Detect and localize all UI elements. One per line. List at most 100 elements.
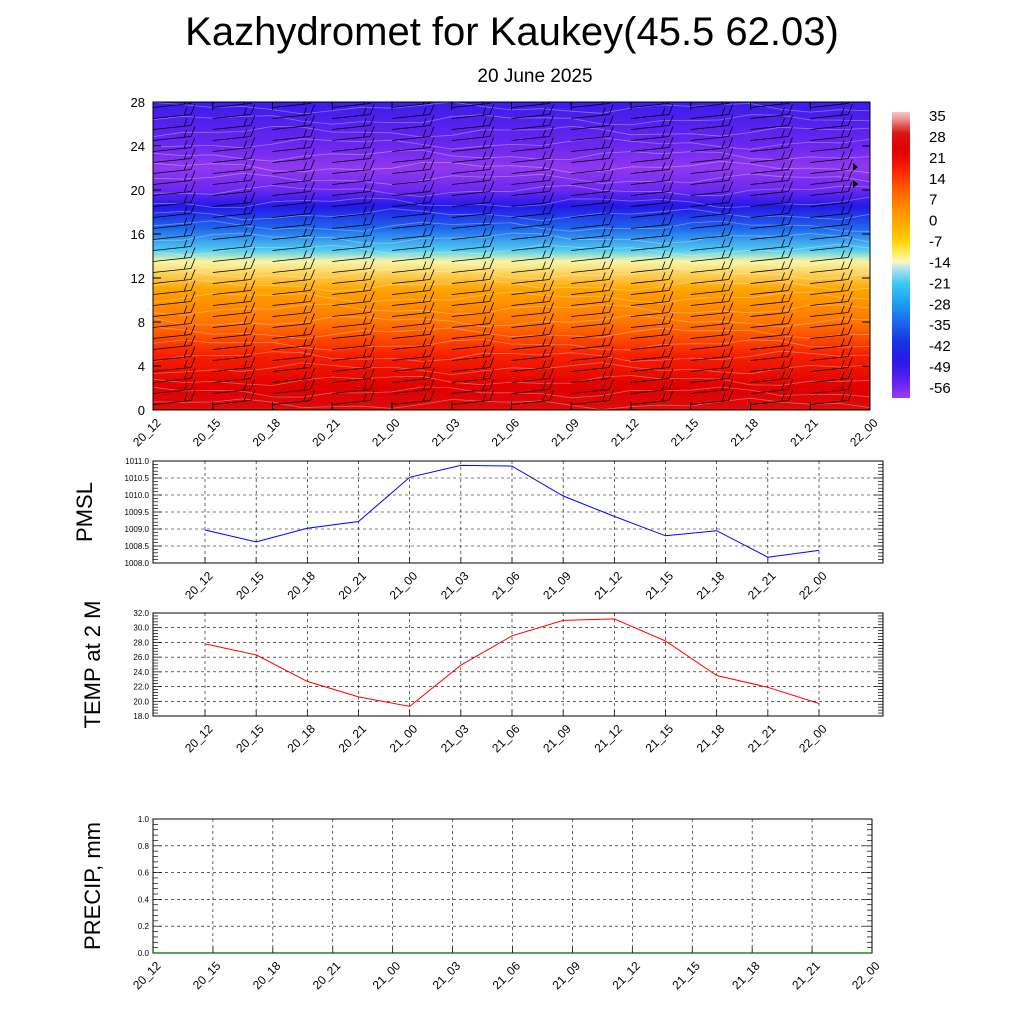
barb-feather [661, 195, 666, 204]
barb-feather [250, 280, 256, 291]
wind-barb [750, 126, 793, 141]
barb-feather [788, 379, 793, 390]
wind-barb [153, 126, 196, 141]
wind-barb [571, 170, 614, 185]
barb-shaft [690, 301, 729, 306]
barb-feather [847, 335, 853, 346]
barb-shaft [391, 136, 431, 141]
wind-barb [750, 192, 793, 207]
barb-feather [668, 170, 674, 181]
wind-barb [511, 181, 554, 196]
barb-feather [728, 258, 734, 269]
barb-feather [250, 203, 256, 214]
barb-feather [422, 151, 427, 160]
wind-barb [451, 313, 495, 328]
barb-feather [840, 294, 845, 303]
barb-feather [190, 313, 196, 324]
barb-feather [250, 335, 256, 346]
barb-feather [847, 313, 853, 324]
wind-barb [212, 280, 256, 295]
barb-feather [422, 327, 427, 336]
barb-feather [721, 102, 724, 105]
barb-shaft [332, 213, 371, 218]
wind-barb [212, 236, 256, 251]
wind-barb [212, 214, 256, 229]
barb-feather [668, 181, 674, 192]
barb-feather [668, 269, 674, 280]
heat-x-tick-label: 20_12 [130, 416, 164, 450]
barb-feather [601, 140, 606, 149]
barb-feather [303, 250, 307, 259]
barb-shaft [750, 213, 789, 218]
wind-barb [272, 368, 315, 383]
barb-feather [303, 338, 307, 347]
barb-feather [847, 148, 853, 159]
wind-barb [810, 137, 853, 152]
barb-shaft [690, 356, 729, 361]
barb-feather [303, 305, 307, 314]
x-tick-label: 21_00 [387, 569, 421, 603]
barb-feather [847, 302, 853, 313]
barb-shaft [690, 103, 729, 108]
barb-feather [243, 393, 248, 402]
barb-feather [601, 206, 606, 215]
barb-feather [429, 170, 435, 181]
barb-shaft [332, 378, 371, 383]
barb-feather [728, 181, 734, 192]
barb-feather [303, 294, 307, 303]
barb-feather [728, 335, 734, 346]
x-tick-label: 22_00 [796, 722, 830, 756]
wind-barb [571, 192, 614, 207]
wind-barb [750, 137, 793, 152]
barb-shaft [391, 180, 431, 185]
barb-feather [362, 228, 367, 237]
barb-feather [429, 313, 435, 324]
wind-barb [810, 102, 850, 108]
wind-barb [153, 236, 196, 251]
barb-feather [482, 294, 487, 303]
barb-feather [542, 184, 546, 193]
barb-shaft [332, 114, 371, 119]
barb-feather [422, 239, 427, 248]
wind-barb [451, 170, 495, 185]
heat-x-tick-label: 20_18 [250, 416, 284, 450]
barb-shaft [511, 213, 550, 218]
barb-feather [489, 258, 495, 269]
barb-shaft [332, 125, 371, 130]
y-tick-label: 0.6 [138, 869, 150, 878]
barb-shaft [332, 257, 371, 262]
wind-barb [391, 291, 435, 306]
barb-shaft [511, 125, 550, 130]
x-tick-label: 22_00 [796, 569, 830, 603]
barb-shaft [272, 202, 311, 207]
barb-feather [183, 272, 188, 281]
barb-shaft [212, 312, 251, 317]
barb-shaft [630, 235, 670, 240]
wind-barb [810, 159, 853, 174]
wind-barb [451, 280, 495, 295]
barb-shaft [451, 323, 490, 328]
barb-feather [840, 151, 845, 160]
barb-feather [482, 195, 487, 204]
wind-barb [690, 390, 734, 405]
barb-feather [183, 371, 188, 380]
colorbar-label: 14 [929, 171, 946, 188]
wind-barb [212, 181, 256, 196]
wind-barb [272, 346, 315, 361]
x-tick-label: 20_15 [190, 959, 224, 993]
x-tick-label: 21_12 [591, 722, 625, 756]
barb-shaft [212, 169, 251, 174]
wind-barb [630, 102, 671, 108]
barb-feather [369, 247, 375, 258]
barb-shaft [332, 180, 371, 185]
barb-shaft [511, 103, 550, 108]
barb-feather [601, 195, 606, 204]
barb-feather [601, 228, 606, 237]
barb-feather [668, 357, 674, 368]
barb-shaft [810, 268, 849, 273]
barb-feather [549, 379, 554, 390]
barb-feather [243, 360, 248, 369]
barb-feather [668, 280, 674, 291]
barb-feather [788, 324, 793, 335]
barb-feather [668, 214, 674, 225]
